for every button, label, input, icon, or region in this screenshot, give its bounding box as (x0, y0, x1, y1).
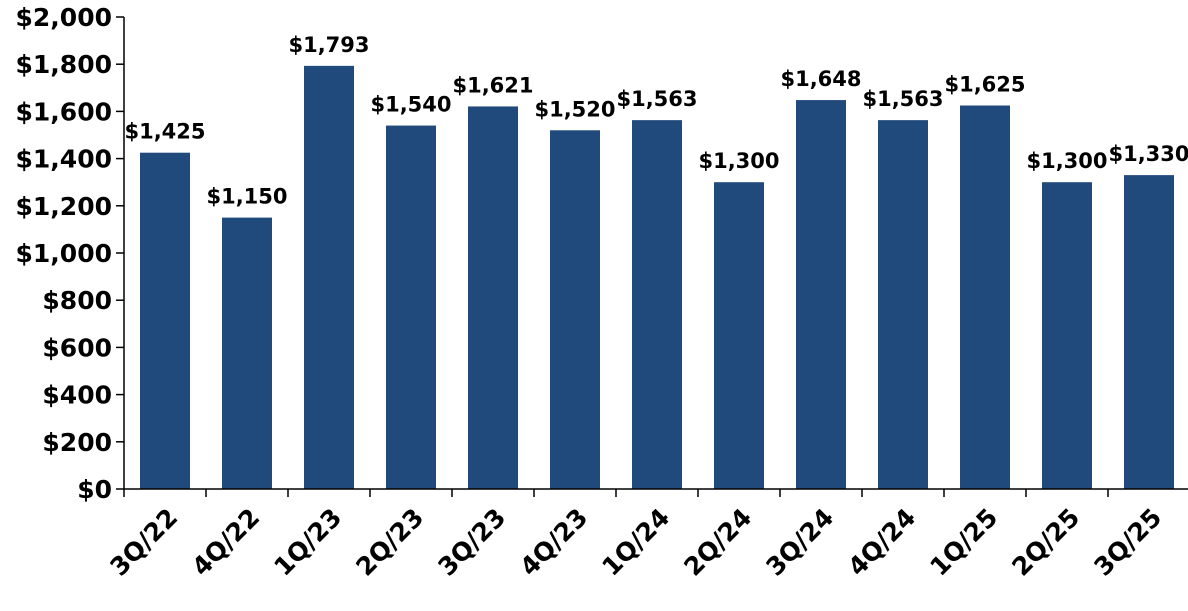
data-label: $1,563 (616, 87, 697, 111)
y-tick-label: $2,000 (16, 3, 112, 32)
bar (140, 152, 190, 489)
data-label: $1,648 (780, 67, 861, 91)
y-tick-label: $1,000 (16, 239, 112, 268)
x-tick-label: 1Q/25 (924, 503, 1003, 582)
bar (1124, 175, 1174, 489)
y-tick-label: $1,800 (16, 50, 112, 79)
bar (386, 125, 436, 489)
bar-group: $1,563 (616, 87, 698, 489)
bar (550, 130, 600, 489)
x-tick-label: 3Q/24 (760, 503, 839, 582)
bar-group: $1,300 (1026, 149, 1108, 489)
bar (304, 65, 354, 490)
x-tick-label: 4Q/22 (186, 503, 265, 582)
bar-group: $1,540 (370, 93, 452, 489)
x-tick-label: 2Q/25 (1006, 503, 1085, 582)
bar (468, 106, 518, 489)
bar-group: $1,150 (206, 185, 288, 489)
x-tick-label: 1Q/24 (596, 503, 675, 582)
bar-group: $1,300 (698, 149, 780, 489)
data-label: $1,625 (944, 73, 1025, 97)
y-axis: $0 $200 $400 $600 $800 $1,000 $1,200 $1,400 $1,6… (16, 3, 125, 504)
bar (878, 120, 928, 489)
bar-group: $1,520 (534, 97, 616, 489)
bar-group: $1,648 (780, 67, 862, 490)
bar-group: $1,563 (862, 87, 944, 489)
bar (714, 182, 764, 489)
bars: $1,425$1,150$1,793$1,540$1,621$1,520 $1,5… (124, 33, 1188, 490)
bar (960, 105, 1010, 489)
bar-group: $1,425 (124, 120, 206, 489)
y-tick-label: $800 (42, 286, 112, 315)
data-label: $1,425 (124, 120, 205, 144)
y-tick-label: $0 (77, 475, 112, 504)
y-tick-label: $400 (42, 381, 112, 410)
y-tick-label: $1,200 (16, 192, 112, 221)
bar (796, 100, 846, 490)
data-label: $1,793 (288, 33, 369, 57)
bar-group: $1,330 (1108, 142, 1188, 489)
data-label: $1,150 (206, 185, 287, 209)
data-label: $1,563 (862, 87, 943, 111)
x-tick-label: 2Q/24 (678, 503, 757, 582)
data-label: $1,520 (534, 97, 615, 121)
data-label: $1,621 (452, 73, 533, 97)
y-tick-label: $1,400 (16, 145, 112, 174)
y-tick-label: $1,600 (16, 97, 112, 126)
bar (632, 120, 682, 489)
bar (222, 217, 272, 489)
y-tick-label: $600 (42, 333, 112, 362)
x-axis: 3Q/22 4Q/22 1Q/23 2Q/23 3Q/23 4Q/23 1Q/24 2Q/24… (104, 488, 1188, 582)
bar-group: $1,625 (944, 73, 1026, 489)
x-tick-label: 3Q/23 (432, 503, 511, 582)
bar (1042, 182, 1092, 489)
bar-group: $1,621 (452, 73, 534, 489)
data-label: $1,300 (698, 149, 779, 173)
x-tick-label: 3Q/25 (1088, 503, 1167, 582)
data-label: $1,540 (370, 93, 451, 117)
data-label: $1,300 (1026, 149, 1107, 173)
x-tick-label: 2Q/23 (350, 503, 429, 582)
x-tick-label: 3Q/22 (104, 503, 183, 582)
x-tick-label: 4Q/23 (514, 503, 593, 582)
y-tick-label: $200 (42, 428, 112, 457)
x-tick-label: 1Q/23 (268, 503, 347, 582)
x-tick-label: 4Q/24 (842, 503, 921, 582)
bar-group: $1,793 (288, 33, 370, 490)
data-label: $1,330 (1108, 142, 1188, 166)
